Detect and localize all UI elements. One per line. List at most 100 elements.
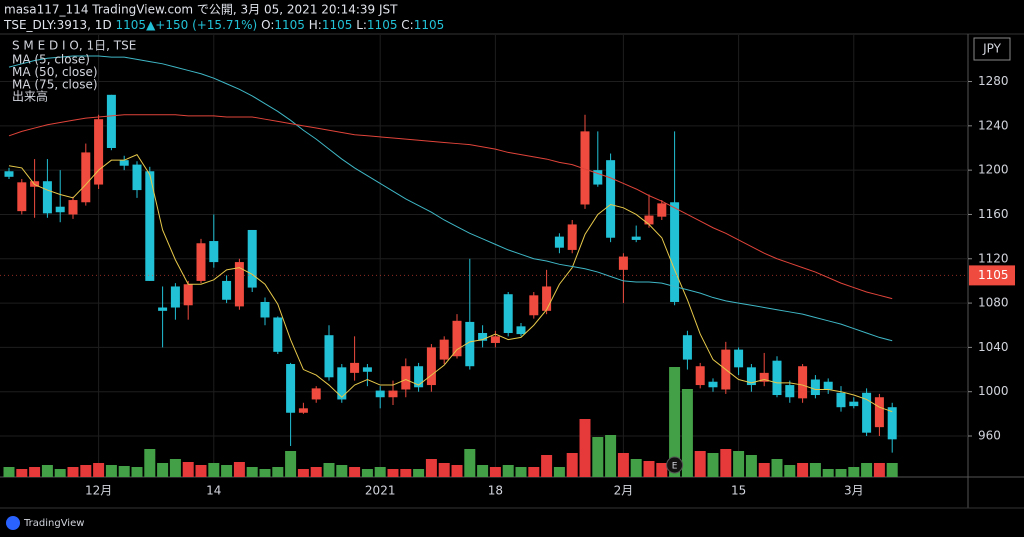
- volume-bar: [93, 463, 105, 477]
- volume-bar: [80, 465, 92, 477]
- volume-bar: [233, 462, 245, 477]
- footer-logo: TradingView: [6, 516, 84, 530]
- candle-body: [145, 171, 155, 281]
- candle-body: [516, 326, 526, 335]
- volume-bar: [438, 463, 450, 477]
- volume-bar: [221, 465, 233, 477]
- volume-bar: [144, 449, 156, 477]
- candle-body: [55, 206, 65, 213]
- candle-body: [542, 286, 552, 311]
- volume-bar: [259, 469, 271, 477]
- candle-body: [222, 280, 232, 300]
- x-tick-label: 15: [731, 484, 746, 498]
- volume-bar: [41, 465, 53, 477]
- candle-body: [644, 215, 654, 225]
- candle-body: [631, 236, 641, 240]
- y-tick-label: 1280: [978, 74, 1009, 88]
- candle-body: [414, 366, 424, 388]
- volume-bar: [182, 462, 194, 477]
- candle-body: [273, 317, 283, 352]
- footer-text: TradingView: [23, 518, 84, 529]
- volume-bar: [361, 469, 373, 477]
- candle-body: [785, 385, 795, 398]
- earnings-label: E: [672, 462, 678, 472]
- x-tick-label: 2021: [365, 484, 396, 498]
- volume-bar: [797, 463, 809, 477]
- volume-bar: [3, 467, 15, 477]
- y-tick-label: 1000: [978, 384, 1009, 398]
- moving-average: [8, 114, 893, 300]
- volume-bar: [464, 449, 476, 477]
- volume-bar: [669, 367, 681, 477]
- moving-average: [8, 55, 893, 342]
- volume-bar: [400, 469, 412, 477]
- candle-body: [324, 335, 334, 378]
- volume-bar: [848, 467, 860, 477]
- x-tick-label: 2月: [614, 484, 634, 498]
- volume-bar: [451, 465, 463, 477]
- candle-body: [862, 392, 872, 433]
- candle-body: [746, 367, 756, 386]
- candle-body: [158, 307, 168, 311]
- x-tick-label: 14: [206, 484, 221, 498]
- quote-label: L:: [356, 18, 367, 32]
- volume-bar: [105, 465, 117, 477]
- volume-bar: [605, 435, 617, 477]
- change: ▲+150 (+15.71%): [146, 18, 257, 32]
- volume-bar: [656, 463, 668, 477]
- candle-body: [81, 152, 91, 203]
- candle-body: [17, 182, 27, 212]
- candle-body: [401, 366, 411, 390]
- volume-bar: [528, 467, 540, 477]
- volume-bar: [118, 466, 130, 477]
- candle-body: [490, 336, 500, 343]
- quote-label: H:: [309, 18, 322, 32]
- legend-instrument: S M E D I O, 1日, TSE: [12, 39, 136, 53]
- candle-body: [234, 262, 244, 307]
- volume-bar: [707, 453, 719, 477]
- candle-body: [196, 243, 206, 281]
- candle-body: [375, 390, 385, 398]
- candle-body: [580, 131, 590, 205]
- volume-bar: [54, 469, 66, 477]
- volume-bar: [541, 455, 553, 477]
- candle-body: [874, 397, 884, 428]
- quote-label: O:: [261, 18, 274, 32]
- header-quote: TSE_DLY:3913, 1D 1105▲+150 (+15.71%) O:1…: [3, 18, 444, 32]
- last-price-box: [969, 265, 1015, 286]
- candle-body: [823, 381, 833, 390]
- volume-bar: [681, 389, 693, 477]
- candle-body: [759, 372, 769, 382]
- volume-bar: [29, 467, 41, 477]
- candle-body: [849, 401, 859, 407]
- y-tick-label: 1040: [978, 340, 1009, 354]
- candle-body: [887, 407, 897, 440]
- volume-bar: [246, 467, 258, 477]
- volume-bar: [131, 467, 143, 477]
- legend-entry: MA (5, close): [12, 53, 90, 67]
- candle-body: [670, 202, 680, 302]
- volume-bar: [157, 463, 169, 477]
- candle-body: [618, 256, 628, 270]
- candle-body: [529, 295, 539, 316]
- volume-bar: [861, 463, 873, 477]
- candle-body: [478, 332, 488, 341]
- volume-bar: [285, 451, 297, 477]
- candle-body: [593, 170, 603, 185]
- volume-bar: [835, 469, 847, 477]
- volume-bar: [477, 465, 489, 477]
- candle-body: [94, 119, 104, 185]
- plot: E: [0, 35, 968, 477]
- candle-body: [836, 392, 846, 408]
- volume-bar: [809, 463, 821, 477]
- candle-body: [657, 203, 667, 217]
- candle-body: [170, 286, 180, 308]
- volume-bar: [323, 463, 335, 477]
- volume-bar: [515, 467, 527, 477]
- volume-bar: [67, 467, 79, 477]
- logo-mark: [6, 516, 20, 530]
- candle-body: [452, 320, 462, 357]
- volume-bar: [413, 469, 425, 477]
- volume-bar: [720, 449, 732, 477]
